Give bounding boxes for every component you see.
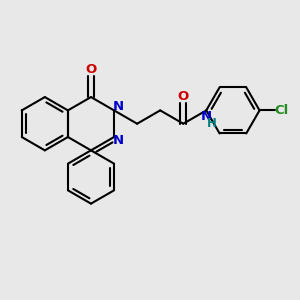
Text: O: O bbox=[178, 90, 189, 103]
Text: N: N bbox=[113, 134, 124, 147]
Text: N: N bbox=[201, 110, 212, 123]
Text: N: N bbox=[113, 100, 124, 113]
Text: H: H bbox=[207, 116, 217, 130]
Text: O: O bbox=[85, 63, 97, 76]
Text: Cl: Cl bbox=[275, 104, 289, 117]
